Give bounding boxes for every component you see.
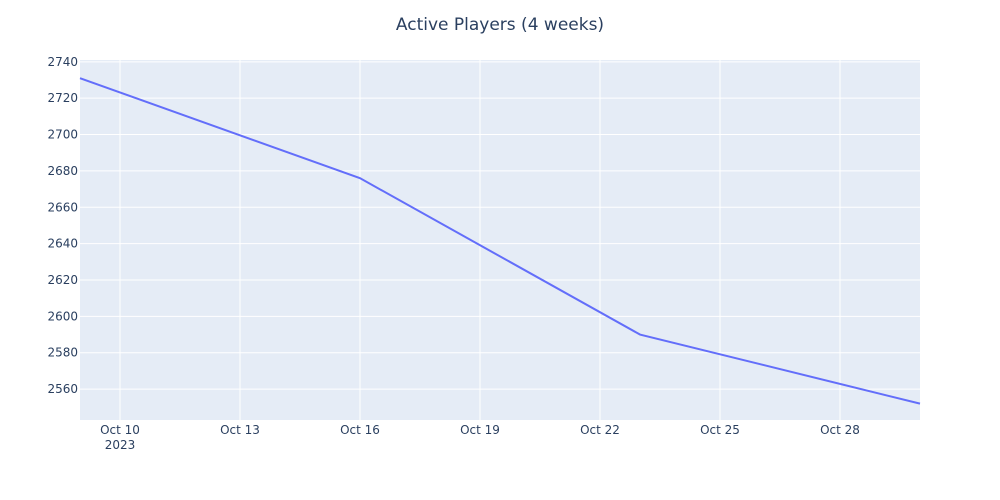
y-tick-label: 2720 xyxy=(47,91,78,105)
x-tick-label: Oct 28 xyxy=(820,423,860,437)
y-tick-label: 2560 xyxy=(47,382,78,396)
x-tick-label: Oct 19 xyxy=(460,423,500,437)
y-tick-label: 2740 xyxy=(47,55,78,69)
plot-background xyxy=(80,60,920,420)
y-tick-label: 2620 xyxy=(47,273,78,287)
y-tick-label: 2680 xyxy=(47,164,78,178)
y-tick-label: 2640 xyxy=(47,237,78,251)
y-gridlines xyxy=(80,61,920,390)
x-tick-label: Oct 25 xyxy=(700,423,740,437)
y-tick-label: 2700 xyxy=(47,128,78,142)
x-gridlines xyxy=(119,60,841,420)
x-tick-label: Oct 10 xyxy=(100,423,140,437)
y-tick-label: 2580 xyxy=(47,346,78,360)
series-line-active-players xyxy=(79,77,921,405)
chart-title: Active Players (4 weeks) xyxy=(396,15,604,35)
x-tick-label: Oct 22 xyxy=(580,423,620,437)
y-axis: 2560 2580 2600 2620 2640 2660 2680 2700 2720 2740 xyxy=(47,55,78,396)
x-tick-label: Oct 16 xyxy=(340,423,380,437)
x-tick-label: Oct 13 xyxy=(220,423,260,437)
y-tick-label: 2660 xyxy=(47,200,78,214)
x-tick-sublabel: 2023 xyxy=(105,438,136,452)
series-layer xyxy=(79,77,921,405)
y-tick-label: 2600 xyxy=(47,309,78,323)
